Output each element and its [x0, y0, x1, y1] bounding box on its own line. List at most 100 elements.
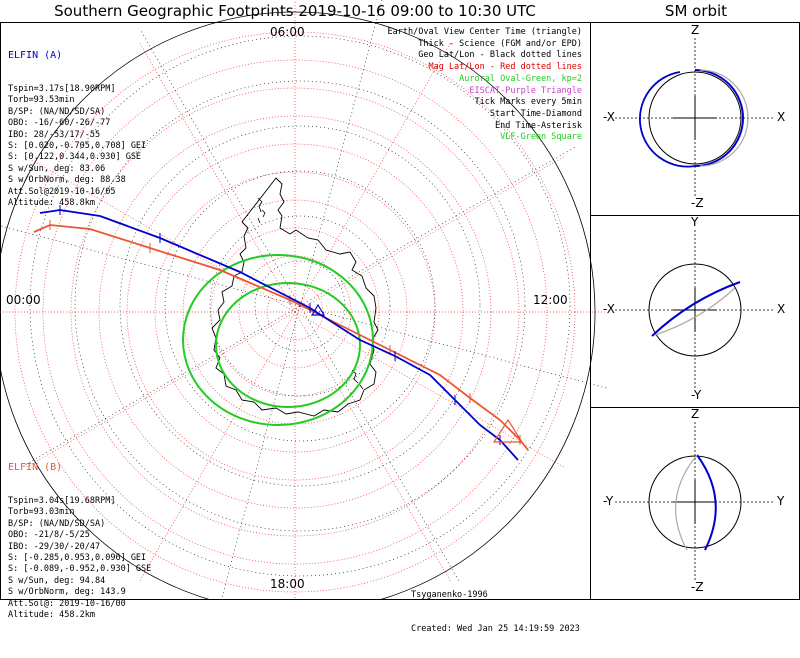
orbit-b-2: [654, 287, 736, 336]
geo-lon-line: [0, 225, 301, 307]
peninsula-islands: [257, 197, 364, 390]
footprints-figure: Southern Geographic Footprints 2019-10-1…: [0, 0, 800, 634]
geo-lat-circle: [119, 125, 481, 487]
geo-lon-line: [22, 305, 301, 467]
hour-label-left: 00:00: [6, 293, 41, 307]
info-line: S w/OrbNorm, deg: 143.9: [8, 587, 126, 598]
geo-lon-line: [299, 145, 578, 307]
geo-lon-line: [299, 305, 610, 390]
elfin-b-track: [33, 224, 529, 451]
info-line: IBO: -29/30/-20/47: [8, 541, 101, 552]
info-line: S w/Sun, deg: 94.84: [8, 575, 106, 586]
legend-item: Start Time-Diamond: [489, 108, 582, 119]
mag-lon-line: [26, 311, 296, 468]
elfin-a-info: ELFIN (A) Tspin=3.17s[18.90RPM] Torb=93.5…: [8, 27, 146, 210]
map-grid: [0, 0, 610, 600]
mag-lon-line: [294, 156, 564, 313]
orbit-a-1: [694, 69, 744, 167]
orbit-a-3: [696, 454, 717, 551]
info-line: Altitude: 458.2km: [8, 610, 95, 621]
legend-item: VLF-Green Square: [500, 132, 582, 143]
info-line: Tspin=3.04s[19.68RPM]: [8, 496, 116, 507]
geo-lat-circle: [29, 35, 571, 577]
orbit-b-3: [675, 454, 698, 551]
mag-lon-line: [294, 311, 564, 468]
info-line: S: [0.122,0.344,0.930] GSE: [8, 152, 142, 163]
orbit-b-1: [699, 69, 749, 167]
mag-lat-circle: [238, 255, 352, 369]
geo-lon-line: [299, 305, 461, 584]
info-line: OBO: -16/-60/-26/-77: [8, 118, 111, 129]
hour-label-top: 06:00: [270, 25, 305, 39]
oval-inner: [215, 282, 361, 408]
info-line: S w/Sun, deg: 83.06: [8, 163, 106, 174]
info-line: Altitude: 458.8km: [8, 198, 95, 209]
legend: Earth/Oval View Center Time (triangle) Th…: [388, 27, 582, 144]
sm-label-bottom: -Y: [691, 388, 702, 402]
orbit-a-1b: [639, 71, 696, 168]
map-boundary: [0, 11, 596, 600]
sm-label-right: X: [777, 302, 786, 316]
elfin-b-name: ELFIN (B): [8, 461, 63, 473]
legend-item: Geo Lat/Lon - Black dotted lines: [418, 50, 582, 61]
footer-info: Tsyganenko-1996 Created: Wed Jan 25 14:1…: [411, 567, 580, 658]
geo-lon-line: [139, 28, 301, 307]
sm-label-right: Y: [777, 494, 785, 508]
info-line: B/SP: (NA/ND/SD/SA): [8, 518, 106, 529]
mag-lon-line: [26, 156, 296, 313]
legend-item: Earth/Oval View Center Time (triangle): [387, 27, 582, 37]
legend-item: End Time-Asterisk: [495, 120, 582, 131]
orbit-a-2: [651, 281, 741, 337]
info-line: S: [-0.089,-0.952,0.930] GSE: [8, 564, 152, 575]
sm-label-left: -Y: [603, 494, 614, 508]
created-label: Created: Wed Jan 25 14:19:59 2023: [411, 624, 580, 635]
legend-item: Thick - Science (FGM and/or EPD): [418, 38, 582, 49]
hour-label-bottom: 18:00: [270, 577, 305, 591]
info-line: Att.Sol@: 2019-10-16/00: [8, 598, 126, 609]
legend-item: Auroral Oval-Green, kp=2: [459, 73, 582, 84]
info-line: IBO: 28/-53/17/-55: [8, 129, 101, 140]
footprint-tracks: [33, 205, 529, 461]
model-label: Tsyganenko-1996: [411, 589, 488, 600]
sm-orbit-panels: [615, 38, 775, 582]
hour-label-right: 12:00: [533, 293, 568, 307]
elfin-a-name: ELFIN (A): [8, 49, 63, 61]
info-line: S: [-0.285,0.953,0.096] GEI: [8, 553, 147, 564]
info-line: S: [0.020,-0.705,0.708] GEI: [8, 141, 147, 152]
antarctica-coastline: [211, 177, 379, 417]
mag-lon-line: [294, 311, 451, 581]
elfin-a-track: [39, 209, 519, 461]
sm-label-top: Z: [691, 23, 700, 37]
info-line: Torb=93.53min: [8, 95, 75, 106]
info-line: B/SP: (NA/ND/SD/SA): [8, 106, 106, 117]
geo-lat-circle: [164, 170, 436, 442]
geo-lon-line: [220, 305, 301, 600]
legend-item: EISCAT-Purple Triangle: [469, 85, 582, 96]
auroral-oval: [182, 254, 374, 426]
elfin-a-view-triangle: [310, 303, 326, 316]
mag-lat-circle: [154, 171, 436, 453]
info-line: OBO: -21/8/-5/25: [8, 530, 90, 541]
geo-lat-circle: [209, 215, 391, 397]
legend-item: Mag Lat/Lon - Red dotted lines: [428, 62, 582, 73]
geo-lon-line: [299, 0, 383, 307]
sm-label-top: Z: [691, 407, 700, 421]
geo-lat-circle: [74, 80, 526, 532]
mag-lon-line: [294, 43, 451, 313]
info-line: Tspin=3.17s[18.90RPM]: [8, 84, 116, 95]
elfin-b-view-triangle: [492, 418, 524, 443]
mag-lon-line: [139, 311, 296, 581]
sm-label-bottom: -Z: [691, 196, 704, 210]
sm-label-left: -X: [603, 302, 615, 316]
sm-orbit-title: SM orbit: [664, 2, 728, 20]
elfin-b-info: ELFIN (B) Tspin=3.04s[19.68RPM] Torb=93.0…: [8, 439, 151, 622]
oval-outer: [182, 254, 374, 426]
sm-label-bottom: -Z: [691, 580, 704, 594]
legend-item: Tick Marks every 5min: [474, 97, 582, 108]
info-line: Torb=93.03min: [8, 507, 75, 518]
mag-lat-circle: [70, 87, 520, 537]
info-line: S w/OrbNorm, deg: 88.38: [8, 175, 126, 186]
info-line: Att.Sol@2019-10-16/05: [8, 186, 116, 197]
mag-lon-line: [139, 43, 296, 313]
sm-label-right: X: [777, 110, 786, 124]
